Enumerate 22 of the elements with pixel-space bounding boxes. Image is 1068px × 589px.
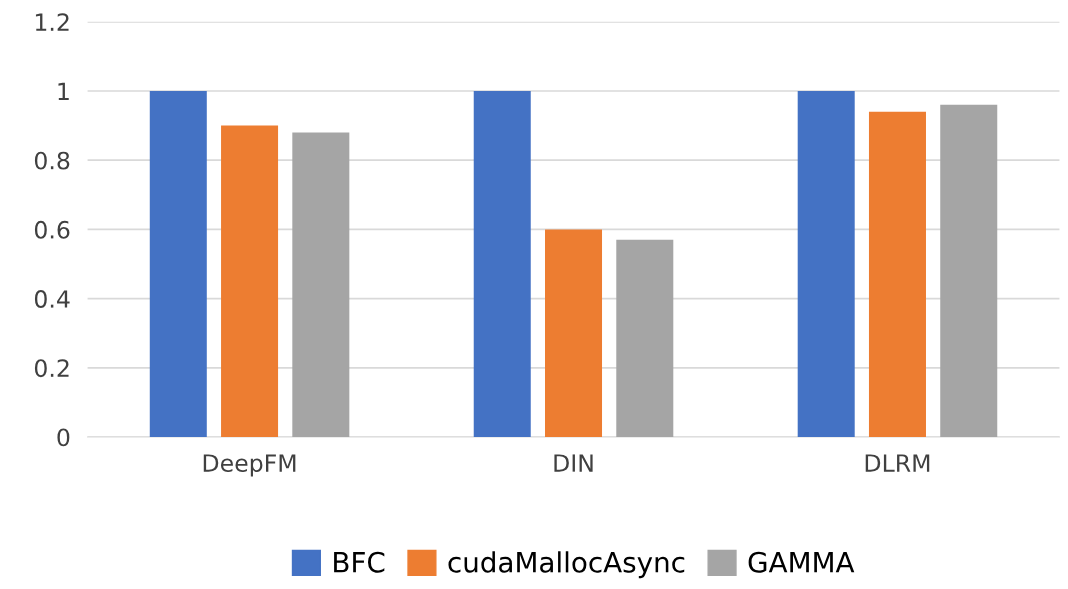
y-tick-label: 1.2 bbox=[35, 13, 69, 31]
bar bbox=[545, 229, 603, 438]
y-tick-label: 0.2 bbox=[34, 359, 69, 378]
bar bbox=[868, 111, 926, 438]
y-tick-label: 0.6 bbox=[34, 220, 70, 239]
legend-label: BFC bbox=[334, 551, 385, 573]
y-tick-label: 0.4 bbox=[34, 290, 70, 308]
legend-label: GAMMA bbox=[748, 551, 855, 573]
bar bbox=[221, 125, 279, 438]
x-tick-label: DeepFM bbox=[203, 454, 296, 477]
x-tick-label: DIN bbox=[554, 454, 593, 472]
y-tick-label: 0.8 bbox=[34, 151, 70, 170]
legend-label: cudaMallocAsync bbox=[448, 551, 685, 579]
bar bbox=[797, 91, 855, 438]
y-tick-label: 1 bbox=[58, 82, 69, 100]
bar bbox=[149, 91, 207, 438]
bar bbox=[616, 239, 674, 438]
bar bbox=[292, 132, 350, 438]
bar bbox=[940, 104, 998, 438]
bar bbox=[473, 91, 531, 438]
y-tick-label: 0 bbox=[57, 428, 70, 447]
x-tick-label: DLRM bbox=[865, 454, 930, 472]
